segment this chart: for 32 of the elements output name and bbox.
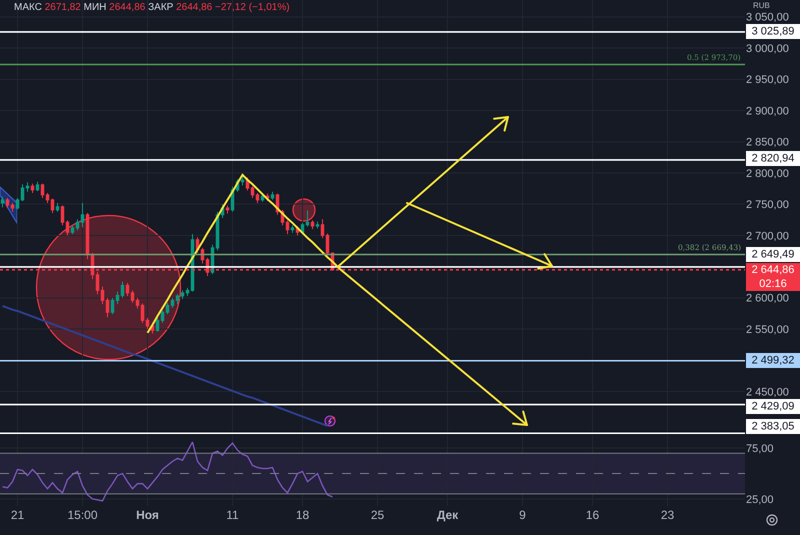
ref-line-label: 2 383,05 [752,420,794,432]
x-tick-label: 25 [370,508,384,522]
ref-line-label: 2 649,49 [752,248,794,260]
chart-subtitle: МАКС 2671,82 МИН 2644,86 ЗАКР 2644,86 −27,12 (−1,01%) [14,2,290,13]
y-axis-title: RUB [753,1,770,10]
x-tick-label: Дек [436,508,460,522]
y-tick-label: 2 450,00 [746,386,789,398]
x-tick-label: 21 [10,508,24,522]
y-tick-label: 2 750,00 [746,199,789,212]
x-tick-label: 15:00 [67,508,98,522]
x-tick-label: 23 [660,508,674,522]
ref-line-label: 2 820,94 [752,152,794,164]
y-tick-label: 2 550,00 [746,324,789,336]
ref-line-label: 2 499,32 [752,354,794,366]
y-tick-label: 2 900,00 [746,105,789,118]
x-tick-label: Ноя [136,508,159,522]
y-tick-label: 3 000,00 [746,42,789,55]
y-tick-label: 2 700,00 [746,230,789,242]
y-tick-label: 25,00 [746,494,774,506]
x-tick-label: 9 [519,508,526,522]
y-tick-label: 2 950,00 [746,74,789,86]
y-tick-label: 2 600,00 [746,292,789,305]
y-tick-label: 3 050,00 [746,12,789,24]
y-tick-label: 75,00 [746,443,774,456]
x-tick-label: 16 [586,508,600,522]
ref-line-label: 2 429,09 [752,400,794,412]
x-tick-label: 18 [296,508,310,522]
y-tick-label: 2 800,00 [746,168,789,180]
ref-line-label: 2 644,86 02:16 [752,264,794,290]
x-tick-label: 11 [226,508,240,522]
y-tick-label: 2 850,00 [746,136,789,149]
ref-line-label: 3 025,89 [752,26,794,38]
